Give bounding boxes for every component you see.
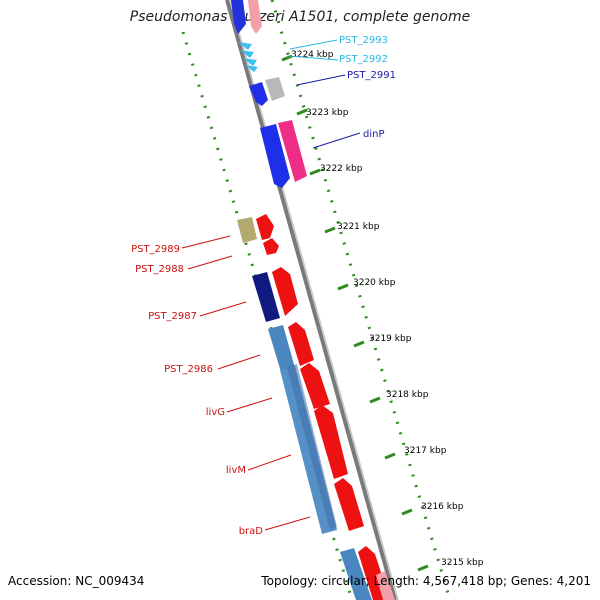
gene-feature[interactable]: [278, 120, 307, 182]
accession-text: Accession: NC_009434: [8, 574, 145, 588]
genome-backbone: [225, 0, 397, 600]
gene-feature[interactable]: [288, 322, 314, 366]
gene-label-pst-2988[interactable]: PST_2988: [135, 264, 184, 275]
kbp-label: 3224 kbp: [291, 50, 334, 60]
gene-feature[interactable]: [314, 405, 348, 479]
kbp-label: 3218 kbp: [386, 390, 429, 400]
kbp-label: 3219 kbp: [369, 334, 412, 344]
kbp-label: 3221 kbp: [337, 222, 380, 232]
gene-label-pst-2989[interactable]: PST_2989: [131, 244, 180, 255]
gene-dinp[interactable]: [260, 124, 290, 188]
kbp-label: 3222 kbp: [320, 164, 363, 174]
gene-label-livg[interactable]: livG: [206, 407, 225, 418]
gene-label-pst-2992[interactable]: PST_2992: [339, 54, 388, 65]
gene-feature[interactable]: [300, 363, 330, 409]
gene-feature[interactable]: [340, 548, 372, 600]
gene-feature[interactable]: [265, 77, 285, 101]
gene-feature[interactable]: [256, 214, 274, 240]
gene-pst-2993[interactable]: [238, 42, 258, 72]
left-leader-lines: [181, 235, 311, 531]
gene-label-pst-2987[interactable]: PST_2987: [148, 311, 197, 322]
gene-label-dinp[interactable]: dinP: [363, 129, 385, 140]
gene-label-pst-2991[interactable]: PST_2991: [347, 70, 396, 81]
gene-pst-2988[interactable]: [263, 238, 279, 255]
gene-livm[interactable]: [287, 364, 337, 530]
gene-feature[interactable]: [248, 0, 262, 34]
gene-brad[interactable]: [334, 478, 364, 531]
gene-label-pst-2993[interactable]: PST_2993: [339, 35, 388, 46]
kbp-label: 3217 kbp: [404, 446, 447, 456]
map-title: Pseudomonas stutzeri A1501, complete gen…: [129, 9, 471, 25]
gene-feature[interactable]: [272, 267, 298, 316]
gene-label-pst-2986[interactable]: PST_2986: [164, 364, 213, 375]
kbp-tick-marks: [281, 54, 429, 572]
gene-pst-2986[interactable]: [268, 325, 295, 372]
gene-pst-2987[interactable]: [252, 272, 280, 322]
gene-feature[interactable]: [231, 0, 246, 34]
kbp-label: 3220 kbp: [353, 278, 396, 288]
right-leader-lines: [288, 39, 361, 149]
kbp-label: 3216 kbp: [421, 502, 464, 512]
gene-feature[interactable]: [376, 571, 395, 600]
gene-label-livm[interactable]: livM: [226, 465, 246, 476]
genome-summary-text: Topology: circular; Length: 4,567,418 bp…: [261, 574, 591, 588]
kbp-label: 3223 kbp: [306, 108, 349, 118]
kbp-label: 3215 kbp: [441, 558, 484, 568]
gene-pst-2991[interactable]: [249, 82, 268, 106]
gene-label-brad[interactable]: braD: [239, 526, 264, 537]
gene-pst-2989[interactable]: [237, 217, 257, 243]
